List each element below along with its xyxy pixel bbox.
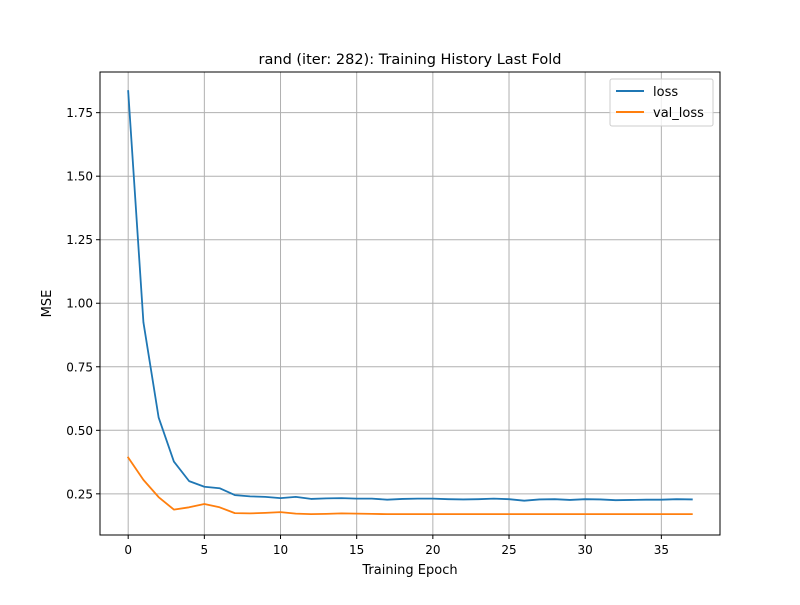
y-tick-label: 1.25 — [66, 233, 93, 247]
x-tick-label: 10 — [273, 543, 288, 557]
x-tick-label: 25 — [501, 543, 516, 557]
x-tick-label: 35 — [654, 543, 669, 557]
x-tick-label: 20 — [425, 543, 440, 557]
chart-title: rand (iter: 282): Training History Last … — [259, 52, 562, 68]
legend-label-loss: loss — [653, 85, 678, 100]
y-tick-label: 1.50 — [66, 170, 93, 184]
y-tick-label: 1.00 — [66, 297, 93, 311]
y-tick-label: 1.75 — [66, 106, 93, 120]
series-line-loss — [127, 90, 693, 502]
y-tick-label: 0.75 — [66, 360, 93, 374]
y-axis-label: MSE — [40, 290, 55, 318]
axis-ticks: 0 5 10 15 20 25 30 35 0.25 0.50 0.75 1.00 1.25 1.50 1.… — [66, 106, 669, 557]
plot-frame — [99, 71, 721, 536]
x-axis-label: Training Epoch — [361, 563, 457, 578]
x-tick-label: 15 — [349, 543, 364, 557]
grid — [100, 72, 720, 535]
legend: loss val_loss — [609, 78, 714, 127]
series-lines — [126, 90, 693, 516]
x-tick-label: 30 — [578, 543, 593, 557]
y-tick-label: 0.25 — [66, 487, 93, 501]
y-tick-label: 0.50 — [66, 424, 93, 438]
legend-label-val-loss: val_loss — [653, 106, 704, 121]
x-tick-label: 5 — [201, 543, 209, 557]
series-line-val-loss — [126, 456, 693, 516]
x-tick-label: 0 — [124, 543, 132, 557]
